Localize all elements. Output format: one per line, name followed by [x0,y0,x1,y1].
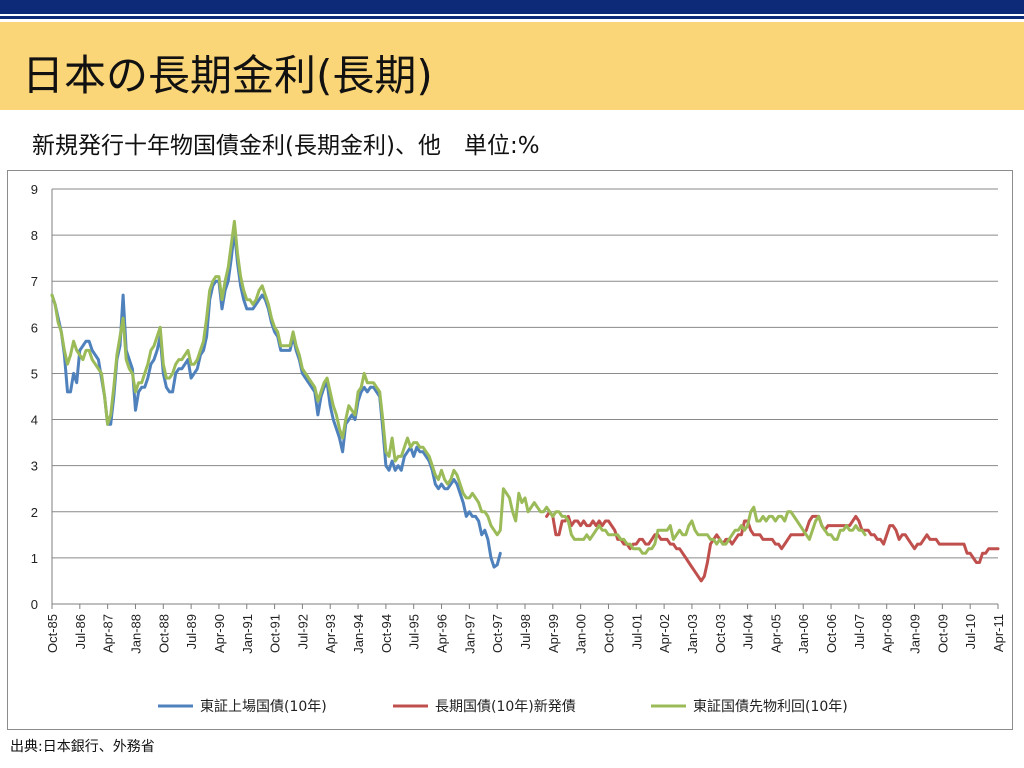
x-tick-label: Jul-01 [629,614,644,649]
x-tick-label: Jan-97 [462,614,477,654]
x-tick-label: Oct-97 [490,614,505,653]
y-tick-label: 8 [31,228,38,243]
x-tick-label: Oct-94 [379,614,394,653]
x-tick-label: Apr-93 [323,614,338,653]
chart-subtitle: 新規発行十年物国債金利(長期金利)、他 単位:% [32,133,540,159]
x-tick-label: Apr-11 [991,614,1006,652]
line-chart: 0 1 2 3 4 5 6 7 8 9 Oct-85 Jul-86 Apr-87 Jan-88 Oct-88… [31,182,1006,715]
y-tick-label: 1 [31,551,38,566]
x-tick-label: Jan-09 [908,614,923,654]
top-decor-bar [0,0,1024,22]
x-tick-label: Jul-98 [518,614,533,649]
x-tick-label: Apr-99 [546,614,561,653]
x-tick-label: Jul-95 [407,614,422,649]
x-tick-label: Oct-88 [156,614,171,653]
y-tick-label: 4 [31,413,38,428]
x-tick-label: Oct-00 [601,614,616,653]
x-tick-label: Apr-08 [880,614,895,653]
series-line [545,510,1000,583]
x-tick-label: Apr-02 [657,614,672,653]
legend-label: 長期国債(10年)新発債 [435,699,576,715]
x-tick-label: Apr-87 [101,614,116,653]
x-tick-label: Apr-05 [768,614,783,653]
x-tick-label: Oct-09 [935,614,950,653]
x-tick-label: Jan-03 [685,614,700,654]
x-tick-label: Jul-04 [741,614,756,649]
x-tick-label: Oct-85 [45,614,60,653]
x-tick-label: Apr-90 [212,614,227,653]
x-tick-label: Jan-06 [796,614,811,654]
y-tick-label: 2 [31,505,38,520]
x-tick-label: Jul-92 [295,614,310,649]
slide-title: 日本の長期金利(長期) [22,51,433,100]
x-tick-label: Jan-91 [240,614,255,654]
top-navy-stripe [0,0,1024,14]
y-tick-label: 5 [31,366,38,381]
legend-label: 東証上場国債(10年) [200,699,327,715]
x-tick-label: Oct-06 [824,614,839,653]
series-line [50,219,867,555]
x-tick-label: Jul-07 [852,614,867,649]
y-tick-label: 0 [31,597,38,612]
source-note: 出典:日本銀行、外務省 [10,739,155,755]
title-band: 日本の長期金利(長期) [0,22,1024,110]
y-tick-label: 3 [31,459,38,474]
x-tick-label: Oct-03 [713,614,728,653]
x-tick-label: Oct-91 [268,614,283,653]
x-tick-label: Jul-89 [184,614,199,649]
legend-label: 東証国債先物利回(10年) [693,699,848,715]
x-tick-label: Jan-94 [351,614,366,654]
x-tick-label: Jul-86 [73,614,88,649]
top-thin-stripe [0,16,1024,19]
y-tick-label: 9 [31,182,38,197]
x-tick-label: Jan-88 [128,614,143,654]
x-tick-label: Jul-10 [963,614,978,649]
y-tick-label: 7 [31,274,38,289]
x-tick-label: Apr-96 [435,614,450,653]
x-tick-label: Jan-00 [574,614,589,654]
chart-frame: 0 1 2 3 4 5 6 7 8 9 Oct-85 Jul-86 Apr-87 Jan-88 Oct-88… [7,170,1013,730]
y-tick-label: 6 [31,320,38,335]
